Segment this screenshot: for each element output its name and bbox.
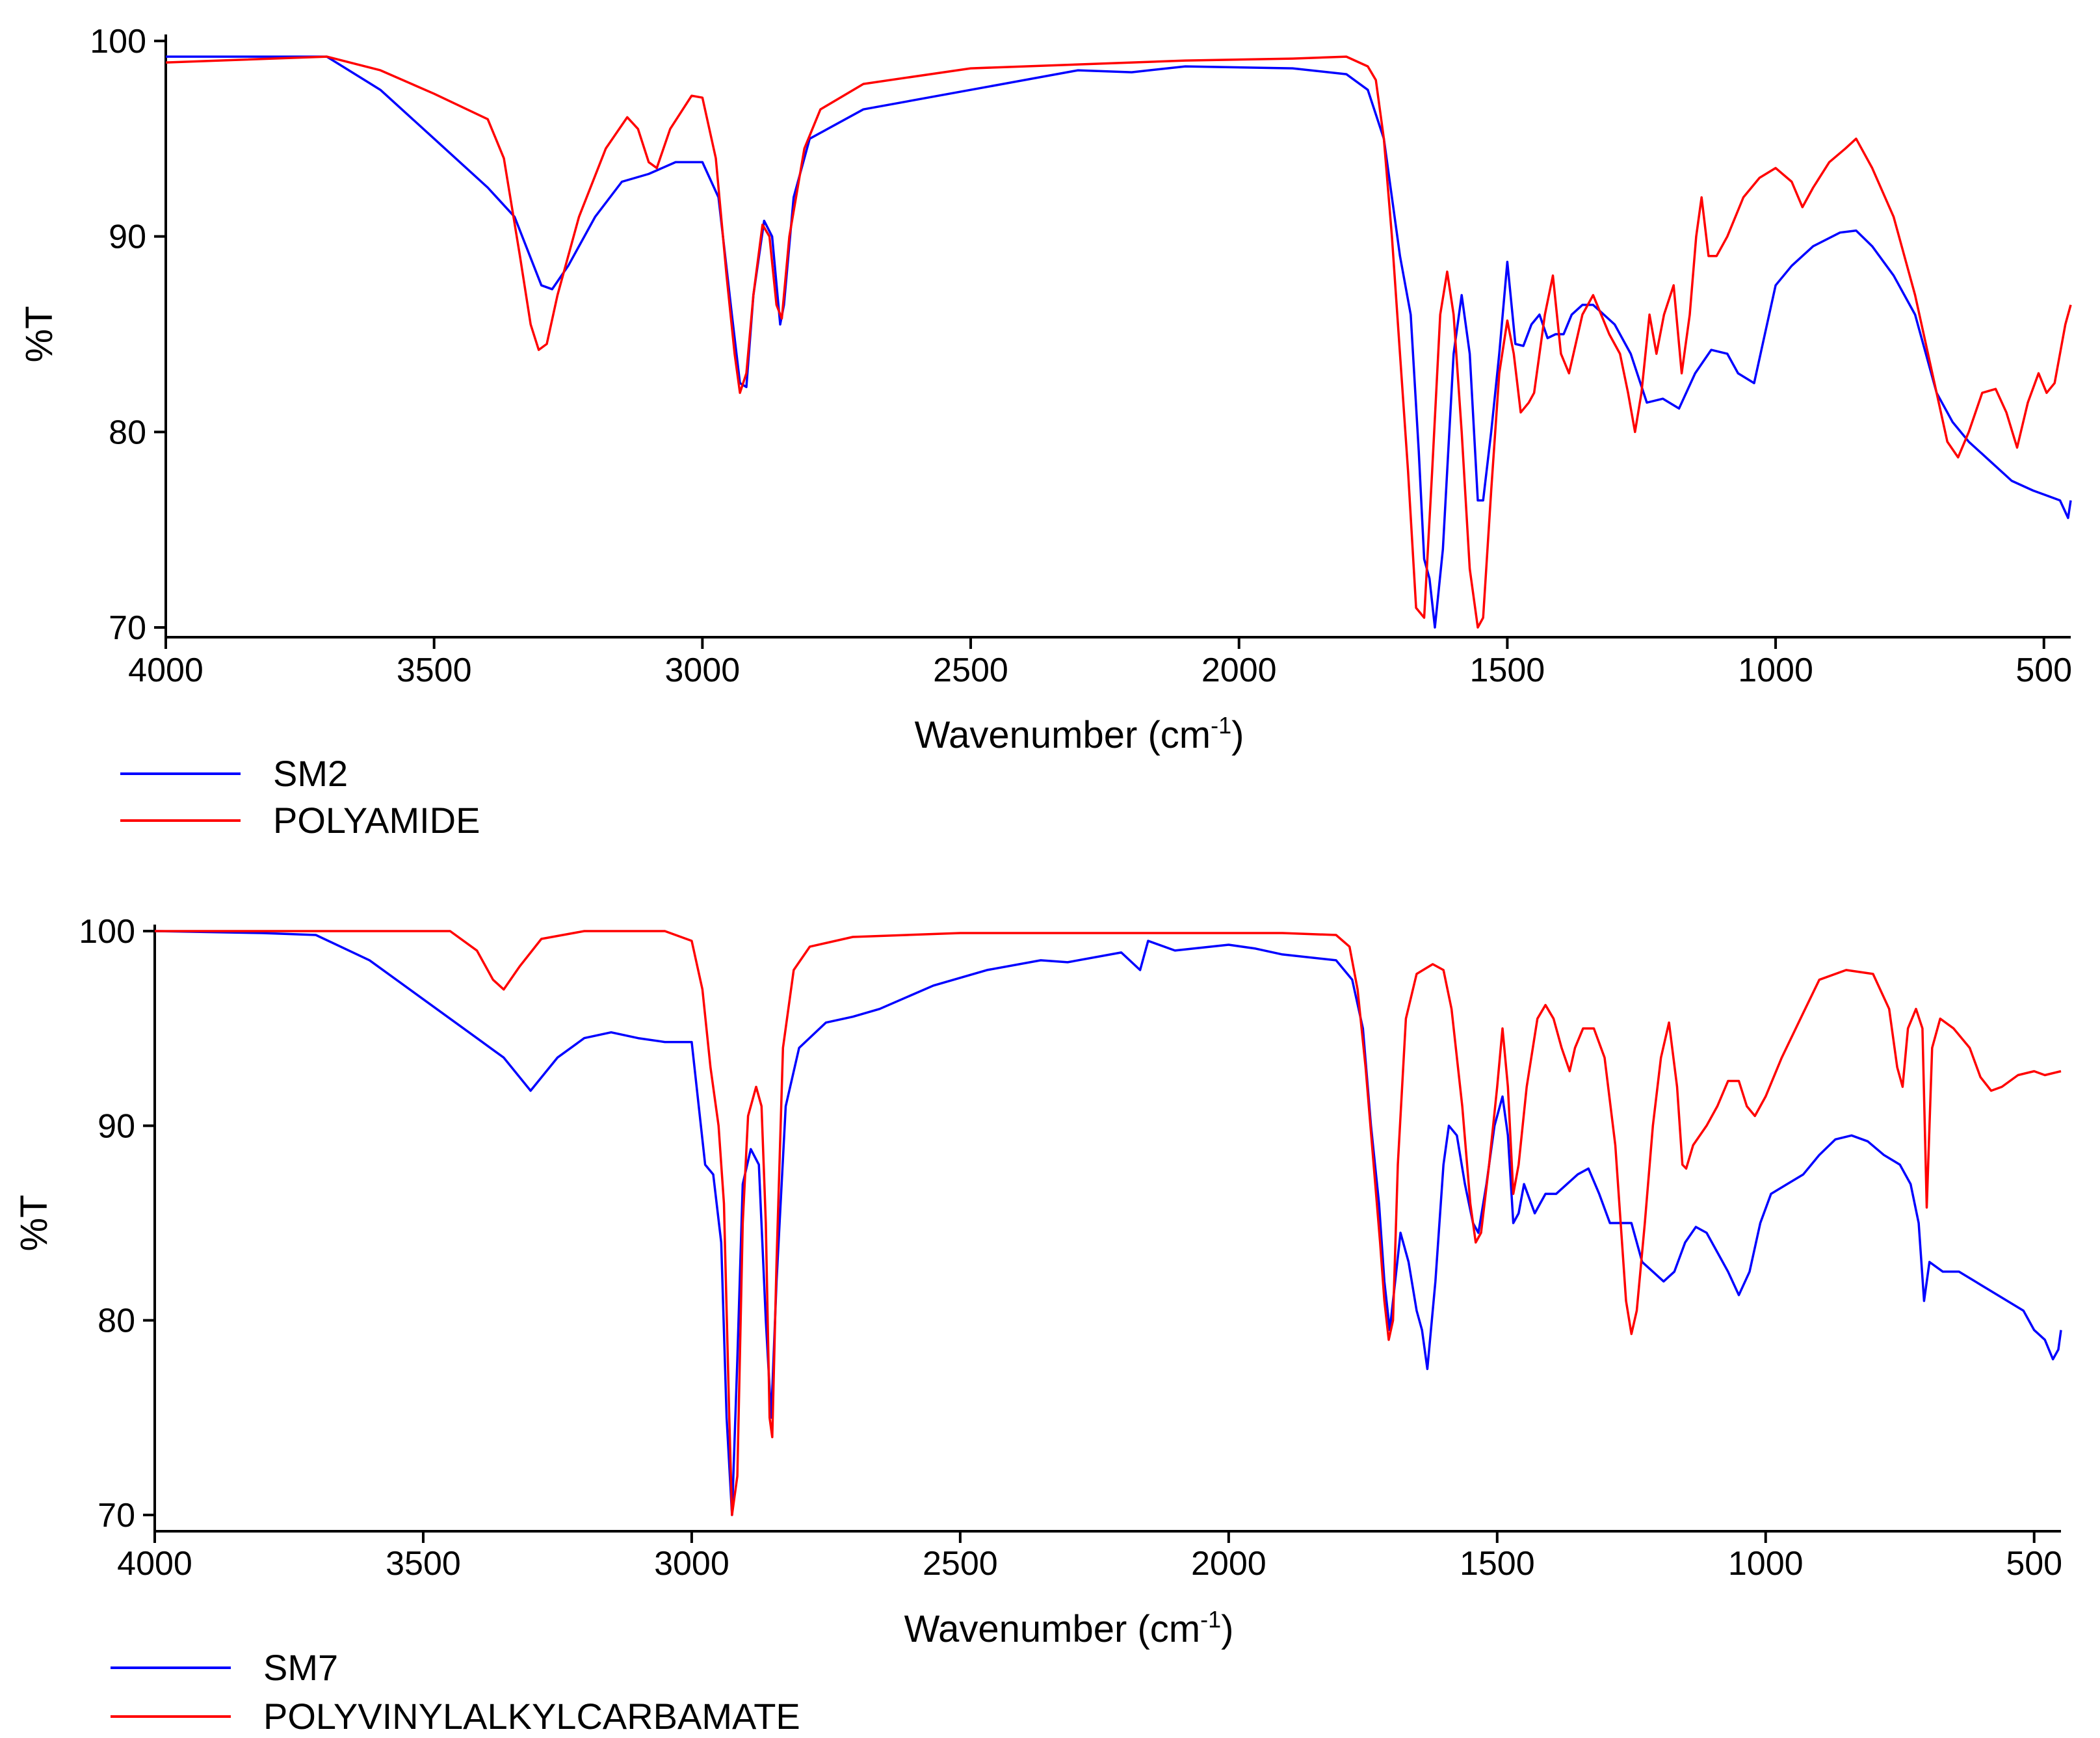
x-tick-label: 3500: [386, 1545, 461, 1583]
x-tick-label: 2000: [1191, 1545, 1267, 1583]
legend-label-sm7: SM7: [263, 1647, 338, 1688]
x-tick-label: 1500: [1460, 1545, 1535, 1583]
x-tick-label: 2500: [933, 652, 1008, 689]
y-tick-label: 80: [109, 414, 146, 451]
legend-label-polyvinylalkylcarbamate: POLYVINYLALKYLCARBAMATE: [263, 1696, 800, 1737]
x-tick-label: 4000: [117, 1545, 192, 1583]
y-tick-label: 70: [109, 609, 146, 647]
series-line-polyvinylalkylcarbamate: [155, 930, 2062, 1516]
y-tick-label: 80: [98, 1302, 135, 1340]
x-tick-label: 3500: [397, 652, 472, 689]
y-tick-label: 100: [90, 23, 146, 60]
x-axis-label: Wavenumber (cm-1): [904, 1606, 1234, 1650]
x-tick-label: 500: [2006, 1545, 2062, 1583]
x-tick-label: 1000: [1738, 652, 1813, 689]
series-line-sm7: [154, 930, 2062, 1516]
y-axis-label: %T: [18, 306, 60, 363]
x-tick-label: 500: [2015, 652, 2072, 689]
legend-label-polyamide: POLYAMIDE: [273, 800, 480, 841]
chart-bottom: 70 80 90 100 4000 3500 3000 2500 2000 1500 1000 500…: [13, 913, 2062, 1737]
x-tick-label: 1500: [1470, 652, 1545, 689]
x-tick-label: 2000: [1201, 652, 1277, 689]
y-axis-label: %T: [13, 1195, 55, 1252]
x-tick-label: 4000: [128, 652, 203, 689]
x-tick-label: 2500: [923, 1545, 998, 1583]
legend-label-sm2: SM2: [273, 753, 348, 794]
chart-top: 70 80 90 100 4000 3500 3000 2500 2000 1500 1000 500…: [18, 23, 2072, 841]
x-tick-label: 1000: [1728, 1545, 1804, 1583]
y-tick-label: 70: [98, 1497, 135, 1534]
x-tick-label: 3000: [654, 1545, 729, 1583]
series-line-sm2: [166, 55, 2072, 629]
y-tick-label: 90: [98, 1107, 135, 1145]
y-tick-label: 90: [109, 218, 146, 256]
y-tick-label: 100: [79, 913, 135, 951]
x-tick-label: 3000: [665, 652, 741, 689]
x-axis-label: Wavenumber (cm-1): [915, 712, 1244, 756]
series-line-polyamide: [165, 55, 2072, 629]
